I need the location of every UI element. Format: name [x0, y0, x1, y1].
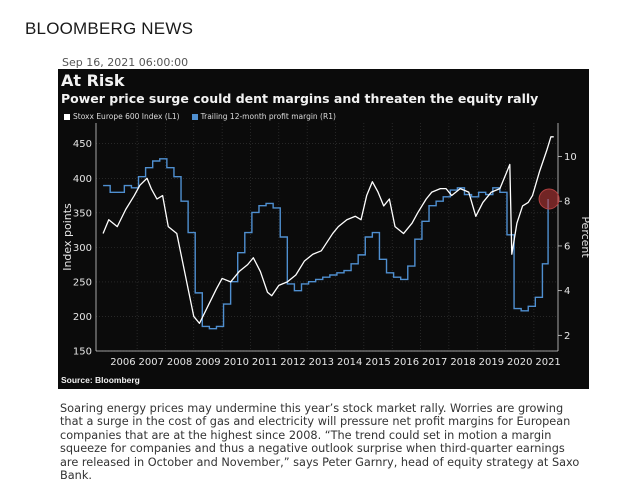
y-right-tick-label: 4 — [564, 286, 570, 297]
y-left-tick-label: 350 — [73, 208, 92, 219]
x-tick-label: 2019 — [479, 357, 504, 368]
highlight-circle — [538, 188, 560, 210]
chart-panel: 2006 2007 2008 2009 2010 2011 2012 2013 2014 2015… — [58, 69, 589, 389]
x-tick-label: 2014 — [337, 357, 362, 368]
y-right-tick-label: 2 — [564, 331, 570, 342]
chart-subtitle: Power price surge could dent margins and… — [61, 91, 539, 106]
legend-swatch-margin — [191, 113, 198, 120]
y-right-axis-label: Percent — [579, 216, 589, 258]
x-tick-label: 2009 — [195, 357, 220, 368]
timestamp: Sep 16, 2021 06:00:00 — [62, 56, 189, 69]
legend: Stoxx Europe 600 Index (L1) Trailing 12-… — [64, 112, 336, 121]
y-left-axis-label: Index points — [61, 203, 74, 271]
legend-label-margin: Trailing 12-month profit margin (R1) — [200, 112, 336, 121]
y-left-tick-label: 250 — [73, 277, 92, 288]
x-tick-label: 2013 — [309, 357, 334, 368]
legend-item-margin: Trailing 12-month profit margin (R1) — [191, 112, 336, 121]
masthead: BLOOMBERG NEWS — [25, 19, 194, 38]
x-tick-label: 2015 — [365, 357, 390, 368]
x-tick-label: 2008 — [167, 357, 192, 368]
legend-item-index: Stoxx Europe 600 Index (L1) — [64, 112, 180, 121]
x-tick-label: 2021 — [535, 357, 560, 368]
legend-swatch-index — [64, 113, 70, 120]
x-tick-label: 2006 — [110, 357, 135, 368]
chart-title: At Risk — [61, 71, 125, 90]
y-right-tick-label: 8 — [564, 197, 570, 208]
x-tick-label: 2017 — [422, 357, 447, 368]
y-left-tick-label: 400 — [73, 174, 92, 185]
series-profit-margin-line — [103, 158, 549, 330]
x-tick-label: 2007 — [139, 357, 164, 368]
x-tick-label: 2011 — [252, 357, 277, 368]
y-left-tick-label: 450 — [73, 139, 92, 150]
x-tick-label: 2012 — [280, 357, 305, 368]
y-right-tick-label: 10 — [564, 152, 577, 163]
chart-plot: 2006 2007 2008 2009 2010 2011 2012 2013 2014 2015… — [61, 123, 589, 368]
legend-label-index: Stoxx Europe 600 Index (L1) — [73, 112, 180, 121]
y-left-tick-label: 200 — [73, 312, 92, 323]
y-left-tick-label: 300 — [73, 243, 92, 254]
article-caption: Soaring energy prices may undermine this… — [60, 402, 580, 482]
x-tick-label: 2020 — [507, 357, 532, 368]
series-stoxx-index-line — [102, 136, 554, 325]
y-right-tick-label: 6 — [564, 241, 570, 252]
y-left-tick-label: 150 — [73, 347, 92, 358]
x-tick-label: 2010 — [224, 357, 249, 368]
chart-source: Source: Bloomberg — [61, 375, 140, 385]
x-tick-label: 2016 — [394, 357, 419, 368]
x-tick-label: 2018 — [450, 357, 475, 368]
